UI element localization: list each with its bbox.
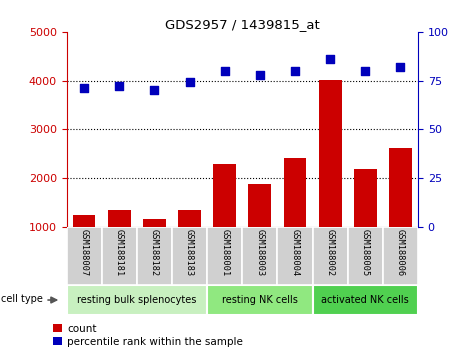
Point — [221, 68, 228, 74]
Bar — [137, 227, 172, 285]
Point — [80, 85, 88, 91]
Point — [326, 56, 334, 62]
Bar — [66, 227, 102, 285]
Text: GSM188004: GSM188004 — [291, 229, 299, 277]
Bar — [172, 227, 207, 285]
Text: cell type: cell type — [1, 293, 43, 303]
Text: resting NK cells: resting NK cells — [222, 295, 298, 305]
Text: GSM188002: GSM188002 — [326, 229, 334, 277]
Text: GSM188003: GSM188003 — [256, 229, 264, 277]
Point — [186, 80, 193, 85]
Bar — [213, 164, 236, 227]
Bar — [102, 227, 137, 285]
Point — [291, 68, 299, 74]
Text: GSM188005: GSM188005 — [361, 229, 370, 277]
Bar — [383, 227, 418, 285]
Bar — [207, 285, 313, 315]
Bar — [143, 219, 166, 227]
Bar — [248, 184, 271, 227]
Text: GSM188007: GSM188007 — [80, 229, 88, 277]
Text: GSM188182: GSM188182 — [150, 229, 159, 277]
Text: GSM188006: GSM188006 — [396, 229, 405, 277]
Point — [151, 87, 158, 93]
Bar — [389, 148, 412, 227]
Bar — [348, 227, 383, 285]
Bar — [108, 210, 131, 227]
Bar — [354, 169, 377, 227]
Text: GSM188183: GSM188183 — [185, 229, 194, 277]
Point — [256, 72, 264, 78]
Bar — [178, 210, 201, 227]
Point — [115, 84, 123, 89]
Text: GSM188001: GSM188001 — [220, 229, 229, 277]
Bar — [313, 285, 418, 315]
Legend: count, percentile rank within the sample: count, percentile rank within the sample — [53, 324, 243, 347]
Bar — [242, 227, 277, 285]
Point — [397, 64, 404, 70]
Bar — [319, 80, 342, 227]
Bar — [73, 215, 95, 227]
Text: GSM188181: GSM188181 — [115, 229, 124, 277]
Bar — [313, 227, 348, 285]
Bar — [66, 285, 207, 315]
Bar — [284, 159, 306, 227]
Title: GDS2957 / 1439815_at: GDS2957 / 1439815_at — [165, 18, 320, 31]
Text: activated NK cells: activated NK cells — [322, 295, 409, 305]
Point — [361, 68, 369, 74]
Text: resting bulk splenocytes: resting bulk splenocytes — [77, 295, 197, 305]
Bar — [277, 227, 313, 285]
Bar — [207, 227, 242, 285]
